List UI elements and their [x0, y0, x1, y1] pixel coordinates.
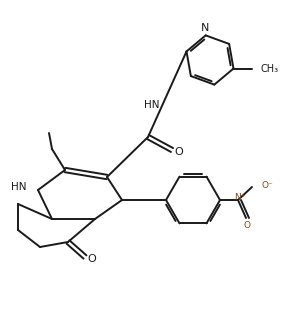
Text: O: O: [175, 147, 183, 157]
Text: CH₃: CH₃: [260, 64, 279, 74]
Text: O⁻: O⁻: [262, 182, 274, 191]
Text: O: O: [244, 221, 251, 230]
Text: HN: HN: [11, 182, 26, 192]
Text: N: N: [201, 23, 209, 33]
Text: O: O: [88, 254, 96, 264]
Text: N⁺: N⁺: [234, 193, 246, 202]
Text: HN: HN: [144, 100, 160, 110]
